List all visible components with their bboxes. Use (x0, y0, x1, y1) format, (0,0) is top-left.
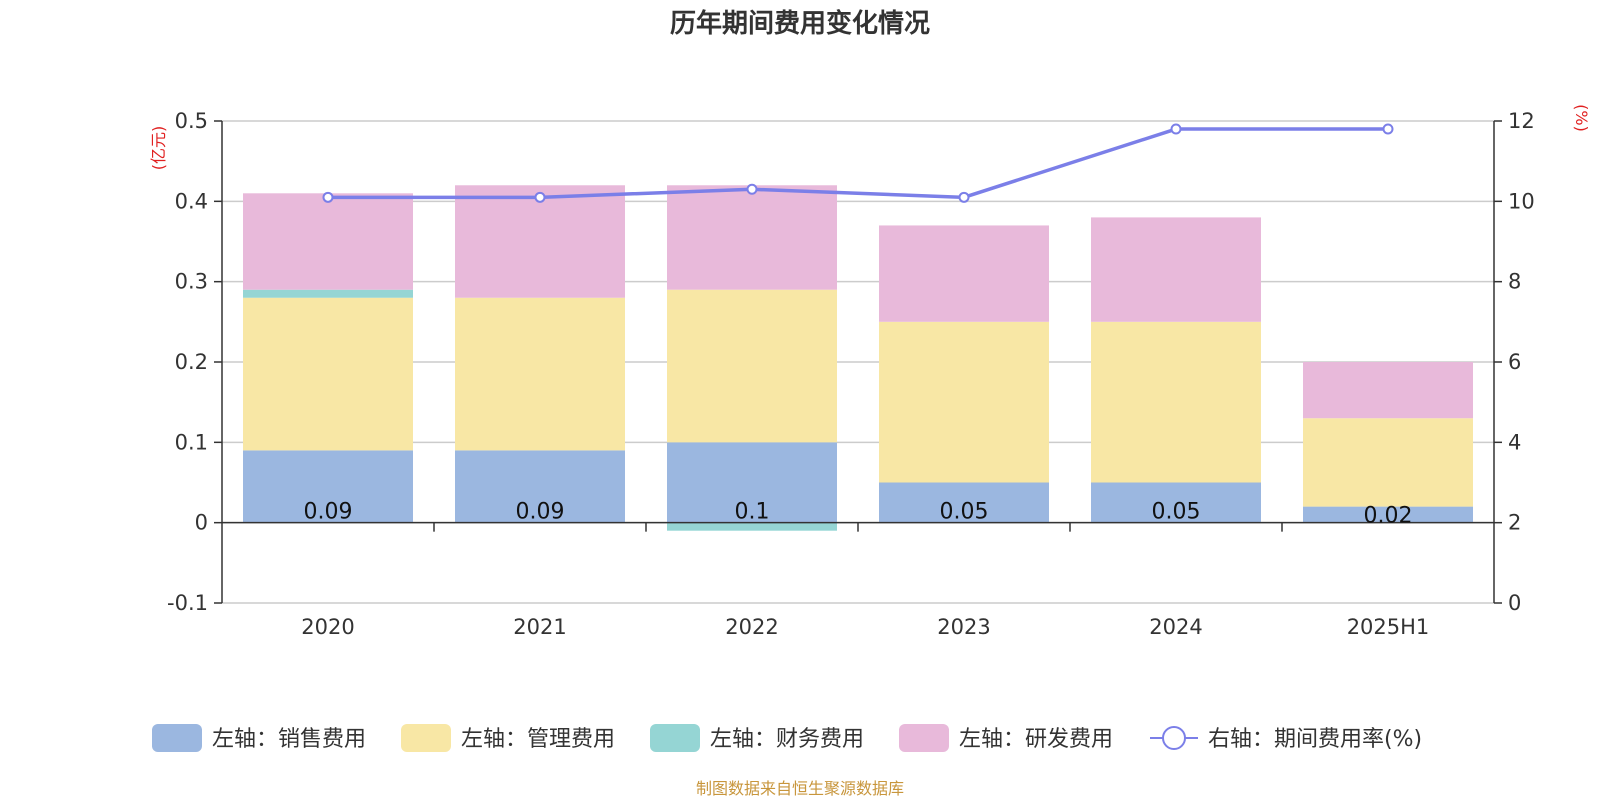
right-tick-label: 12 (1508, 109, 1535, 133)
bar-series (243, 185, 1473, 531)
right-tick-label: 4 (1508, 430, 1521, 454)
bar-segment-4 (879, 225, 1049, 322)
left-tick-label: 0.3 (175, 270, 208, 294)
legend-label: 左轴：财务费用 (710, 727, 864, 752)
chart-title: 历年期间费用变化情况 (670, 8, 930, 39)
bar-segment-2 (243, 297, 413, 451)
data-labels: 0.09 0.09 0.1 0.05 0.05 0.02 (304, 500, 1413, 529)
legend-label: 左轴：管理费用 (461, 727, 615, 752)
bar-segment-4 (1303, 362, 1473, 419)
bar-segment-3 (243, 289, 413, 298)
rate-point (746, 183, 758, 195)
legend-marker (1162, 726, 1186, 750)
x-tick-label: 2023 (937, 615, 990, 639)
bar-segment-1 (879, 482, 1049, 523)
legend-label: 右轴：期间费用率(%) (1208, 727, 1422, 752)
bar-segment-2 (667, 289, 837, 443)
bar-segment-1 (455, 450, 625, 523)
x-tick-label: 2021 (513, 615, 566, 639)
bar-data-label: 0.05 (1152, 500, 1201, 525)
right-tick-label: 6 (1508, 350, 1521, 374)
legend-swatch-1 (152, 724, 202, 752)
left-axis-unit: (亿元) (149, 126, 168, 171)
bar-segment-4 (667, 185, 837, 290)
x-tick-label: 2025H1 (1347, 615, 1430, 639)
left-axis-ticks: -0.1 0 0.1 0.2 0.3 0.4 0.5 (167, 109, 222, 615)
left-tick-label: -0.1 (167, 591, 208, 615)
left-tick-label: 0.4 (175, 189, 208, 213)
right-axis-unit: (%) (1572, 104, 1591, 132)
left-tick-label: 0 (195, 511, 208, 535)
bar-segment-2 (1091, 321, 1261, 483)
rate-point (958, 191, 970, 203)
bar-segment-4 (1091, 217, 1261, 322)
bar-segment-2 (879, 321, 1049, 483)
bar-segment-1 (667, 442, 837, 523)
legend-label: 左轴：研发费用 (959, 727, 1113, 752)
bar-segment-3 (667, 522, 837, 531)
bar-segment-2 (455, 297, 625, 451)
right-tick-label: 8 (1508, 270, 1521, 294)
right-axis-ticks: 0 2 4 6 8 10 12 (1494, 109, 1535, 615)
rate-point (1170, 123, 1182, 135)
left-tick-label: 0.1 (175, 430, 208, 454)
x-axis-ticks: 2020 2021 2022 2023 2024 2025H1 (301, 522, 1430, 639)
bar-data-label: 0.09 (304, 500, 353, 525)
rate-point (1382, 123, 1394, 135)
left-tick-label: 0.2 (175, 350, 208, 374)
bar-segment-1 (1091, 482, 1261, 523)
bar-data-label: 0.09 (516, 500, 565, 525)
legend-label: 左轴：销售费用 (212, 727, 366, 752)
bar-segment-1 (243, 450, 413, 523)
x-tick-label: 2020 (301, 615, 354, 639)
bar-data-label: 0.05 (940, 500, 989, 525)
bar-segment-4 (455, 185, 625, 298)
legend: 左轴：销售费用 左轴：管理费用 左轴：财务费用 左轴：研发费用 右轴：期间费用率(%) (152, 724, 1422, 752)
bar-data-label: 0.02 (1364, 504, 1413, 529)
x-tick-label: 2024 (1149, 615, 1202, 639)
bar-segment-2 (1303, 418, 1473, 507)
x-tick-label: 2022 (725, 615, 778, 639)
source-note: 制图数据来自恒生聚源数据库 (696, 779, 904, 798)
bar-segment-1 (1303, 506, 1473, 523)
left-tick-label: 0.5 (175, 109, 208, 133)
bar-data-label: 0.1 (735, 500, 770, 525)
legend-swatch-2 (401, 724, 451, 752)
line-series (322, 123, 1394, 203)
legend-swatch-3 (650, 724, 700, 752)
rate-point (534, 191, 546, 203)
legend-swatch-4 (899, 724, 949, 752)
rate-point (322, 191, 334, 203)
right-tick-label: 0 (1508, 591, 1521, 615)
rate-line (328, 127, 1388, 200)
right-tick-label: 10 (1508, 189, 1535, 213)
bar-segment-4 (243, 193, 413, 290)
right-tick-label: 2 (1508, 511, 1521, 535)
